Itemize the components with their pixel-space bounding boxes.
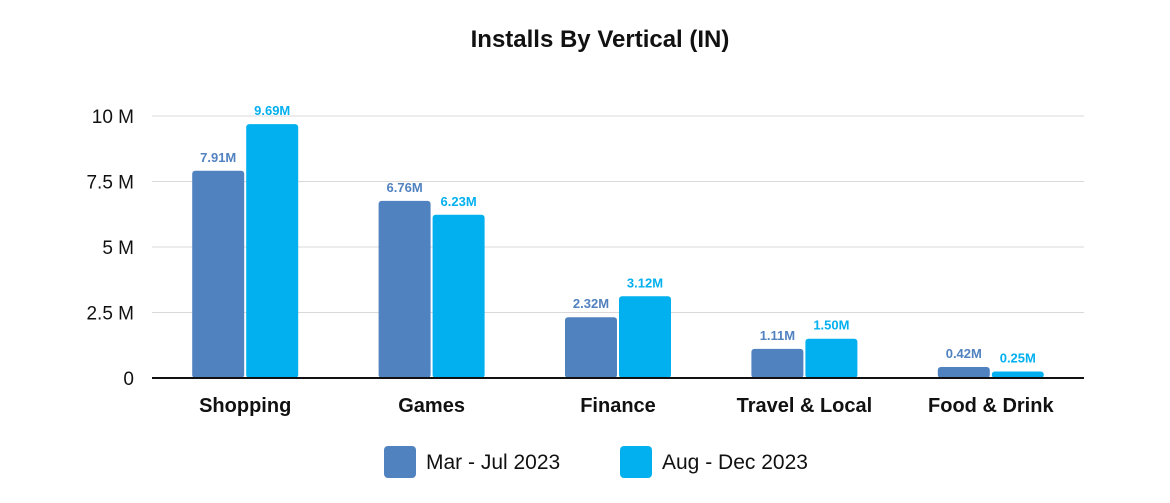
data-label: 1.11M <box>760 328 795 343</box>
data-label: 9.69M <box>254 103 290 118</box>
y-tick-label: 7.5 M <box>86 173 134 194</box>
x-tick-label: Games <box>398 395 465 417</box>
bar-aug-dec <box>805 338 858 378</box>
legend: Mar - Jul 2023 Aug - Dec 2023 <box>384 446 808 478</box>
data-label: 0.42M <box>946 346 982 361</box>
legend-label: Mar - Jul 2023 <box>426 451 560 474</box>
y-tick-label: 0 <box>123 369 134 390</box>
data-label: 6.23M <box>441 194 477 209</box>
bar-mar-jul <box>565 317 617 378</box>
y-tick-label: 2.5 M <box>86 304 134 325</box>
bars <box>192 124 1044 378</box>
legend-label: Aug - Dec 2023 <box>662 451 808 474</box>
bar-mar-jul <box>192 170 245 378</box>
x-tick-label: Shopping <box>199 395 291 417</box>
bar-aug-dec <box>991 371 1044 378</box>
x-tick-label: Finance <box>580 395 656 417</box>
bar-aug-dec <box>246 124 299 378</box>
data-label: 3.12M <box>627 275 663 290</box>
gridlines <box>152 115 1084 313</box>
data-labels: 7.91M 9.69M 6.76M 6.23M 2.32M 3.12M 1.11M 1.50M… <box>200 103 1036 365</box>
data-label: 7.91M <box>200 150 236 165</box>
bar-mar-jul <box>751 348 804 378</box>
bar-mar-jul <box>937 366 990 378</box>
data-label: 1.50M <box>813 318 849 333</box>
data-label: 6.76M <box>387 180 423 195</box>
data-label: 0.25M <box>1000 350 1036 365</box>
chart-title: Installs By Vertical (IN) <box>471 26 730 53</box>
y-axis-ticks: 0 2.5 M 5 M 7.5 M 10 M <box>86 107 134 390</box>
legend-swatch <box>620 446 652 478</box>
y-tick-label: 10 M <box>92 107 134 128</box>
bar-mar-jul <box>378 200 431 378</box>
bar-aug-dec <box>619 296 671 378</box>
category-labels: Shopping Games Finance Travel & Local Food &… <box>199 395 1054 417</box>
x-tick-label: Food & Drink <box>928 395 1054 417</box>
data-label: 2.32M <box>573 296 609 311</box>
x-tick-label: Travel & Local <box>737 395 873 417</box>
y-tick-label: 5 M <box>102 238 134 259</box>
legend-swatch <box>384 446 416 478</box>
bar-aug-dec <box>432 214 485 378</box>
